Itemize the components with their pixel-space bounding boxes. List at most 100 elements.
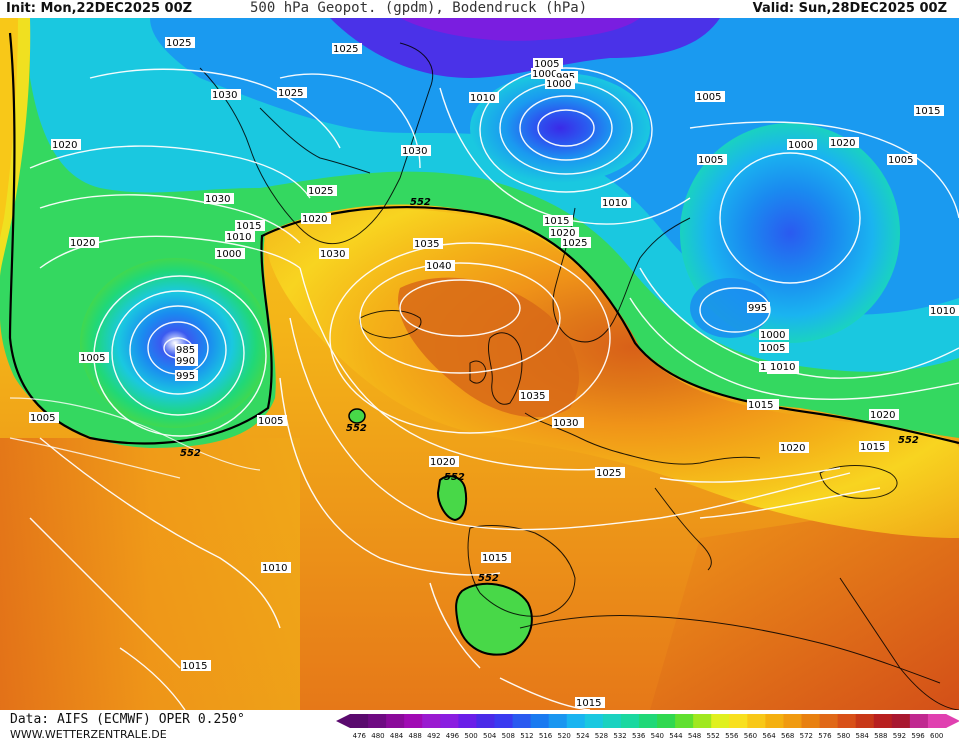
isobar-label-text: 985 xyxy=(176,345,195,356)
isobar-label-bg xyxy=(533,58,563,69)
isobar-label-text: 1030 xyxy=(205,194,230,205)
isobar-label-bg xyxy=(747,399,777,410)
contour-552-label: 552 xyxy=(444,472,465,483)
isobar-label-text: 1005 xyxy=(698,155,723,166)
isobar-label: 1020 xyxy=(301,213,331,225)
isobar-label-text: 1020 xyxy=(870,410,895,421)
legend-swatch xyxy=(873,714,893,728)
isobar-label-bg xyxy=(204,193,234,204)
legend-tick-label: 484 xyxy=(389,732,404,740)
isobar-label: 1010 xyxy=(769,361,799,373)
isobar-label: 1010 xyxy=(929,305,959,317)
legend-swatch xyxy=(602,714,622,728)
isobar-label: 1015 xyxy=(859,441,889,453)
isobar-label-text: 1030 xyxy=(212,90,237,101)
legend-tick-label: 524 xyxy=(576,732,590,740)
legend-tick-label: 576 xyxy=(818,732,832,740)
legend-swatch xyxy=(765,714,784,728)
legend-swatch xyxy=(440,714,459,728)
isobar-label-bg xyxy=(914,105,944,116)
isobar-label-text: 1010 xyxy=(226,232,251,243)
isobar-label-text: 1020 xyxy=(52,140,77,151)
legend-arrow-right xyxy=(946,714,959,728)
legend-swatch xyxy=(566,714,586,728)
color-legend: 476 480 484 488 492 496 500 504 508 512 516 520 524 5… xyxy=(336,713,959,740)
legend-tick-label: 564 xyxy=(762,732,776,740)
isobar-label-text: 1030 xyxy=(553,418,578,429)
isobar-label: 1025 xyxy=(307,185,337,197)
isobar-label-bg xyxy=(929,305,959,316)
isobar-label-text: 1040 xyxy=(426,261,451,272)
legend-swatch xyxy=(909,714,929,728)
legend-swatch xyxy=(512,714,532,728)
legend-swatch xyxy=(458,714,477,728)
isobar-label-bg xyxy=(225,231,255,242)
legend-swatch xyxy=(350,714,369,728)
legend-tick-label: 504 xyxy=(483,732,497,740)
legend-arrow-left xyxy=(336,714,350,728)
legend-swatch xyxy=(855,714,875,728)
legend-tick-label: 568 xyxy=(781,732,795,740)
isobar-label-bg xyxy=(413,238,443,249)
isobar-label: 1020 xyxy=(869,409,899,421)
contour-552-labels: 552 552 552 552 552 552 xyxy=(180,197,919,584)
isobar-label: 1015 xyxy=(914,105,944,117)
chart-footer: Data: AIFS (ECMWF) OPER 0.250° WWW.WETTE… xyxy=(0,710,959,741)
legend-swatch xyxy=(729,714,748,728)
isobar-label-text: 1025 xyxy=(278,88,303,99)
isobar-label-text: 1000 xyxy=(760,330,785,341)
isobar-label-bg xyxy=(695,91,725,102)
isobar-label: 1005 xyxy=(887,154,917,166)
data-source: Data: AIFS (ECMWF) OPER 0.250° xyxy=(10,712,245,727)
isobar-label: 1030 xyxy=(552,417,582,429)
isobar-label-bg xyxy=(211,89,241,100)
legend-swatch xyxy=(747,714,766,728)
isobar-label-bg xyxy=(235,220,265,231)
legend-swatch xyxy=(368,714,387,728)
isobar-label-text: 1015 xyxy=(482,553,507,564)
isobar-label-bg xyxy=(759,329,789,340)
isobar-label-bg xyxy=(181,660,211,671)
isobar-label-text: 1035 xyxy=(414,239,439,250)
isobar-label: 1030 xyxy=(204,193,234,205)
legend-tick-label: 548 xyxy=(687,732,702,740)
isobar-label-text: 1020 xyxy=(70,238,95,249)
isobar-label-bg xyxy=(555,71,578,82)
isobar-label-text: 1015 xyxy=(236,221,261,232)
isobar-label-text: 1000 xyxy=(788,140,813,151)
legend-swatch xyxy=(891,714,911,728)
isobar-label-bg xyxy=(595,467,625,478)
isobar-label: 1015 xyxy=(747,399,777,411)
legend-tick-label: 500 xyxy=(464,732,478,740)
isobar-label: 1000 xyxy=(787,139,817,151)
isobar-label-bg xyxy=(261,562,291,573)
isobar-label-text: 1025 xyxy=(596,468,621,479)
legend-tick-label: 560 xyxy=(743,732,758,740)
isobar-label-bg xyxy=(779,442,809,453)
isobar-label: 1005 xyxy=(695,91,725,103)
isobar-label-bg xyxy=(519,390,549,401)
legend-tick-label: 536 xyxy=(632,732,646,740)
legend-swatch xyxy=(620,714,640,728)
legend-tick-label: 592 xyxy=(892,732,907,740)
isobar-label-text: 1005 xyxy=(30,413,55,424)
isobar-label-text: 1005 xyxy=(80,353,105,364)
legend-swatch xyxy=(548,714,568,728)
legend-tick-label: 584 xyxy=(855,732,869,740)
isobar-label-bg xyxy=(887,154,917,165)
isobar-label-text: 1035 xyxy=(520,391,545,402)
isobar-label-text: 1005 xyxy=(258,416,283,427)
chart-header: Init: Mon,22DEC2025 00Z 500 hPa Geopot. … xyxy=(0,0,959,18)
isobar-label: 1020 xyxy=(51,139,81,151)
legend-swatch xyxy=(404,714,423,728)
isobar-label-text: 1015 xyxy=(915,106,940,117)
isobar-label-text: 1025 xyxy=(333,44,358,55)
isobar-label: 1000 xyxy=(759,329,789,341)
legend-tick-label: 532 xyxy=(613,732,627,740)
isobar-label: 1015 xyxy=(575,697,605,709)
isobar-label-text: 1015 xyxy=(576,698,601,709)
legend-swatch xyxy=(386,714,405,728)
legend-tick-label: 544 xyxy=(669,732,683,740)
isobar-label-bg xyxy=(543,215,573,226)
isobar-label-bg xyxy=(759,342,789,353)
